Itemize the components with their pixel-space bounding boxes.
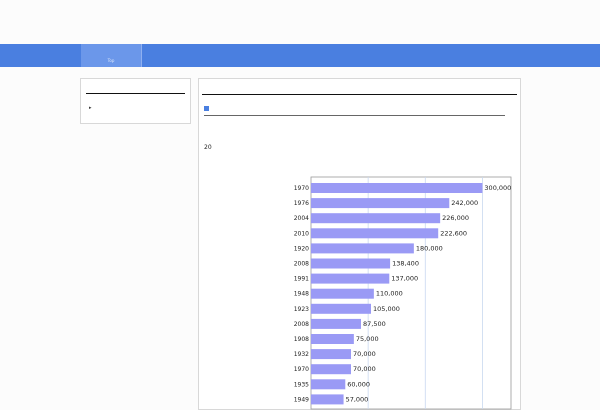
bar: [311, 228, 439, 239]
chevron-right-icon: ▸: [89, 105, 92, 111]
category-label: 2008: [294, 261, 309, 268]
nav-item-label: [81, 50, 141, 58]
bar-value-label: 242,000: [451, 199, 478, 207]
bar-value-label: 180,000: [416, 244, 443, 252]
sidebar-item[interactable]: ▸: [89, 104, 95, 111]
category-label: 1948: [294, 291, 309, 298]
bar: [311, 318, 361, 329]
bar: [311, 303, 371, 314]
category-label: 1970: [294, 366, 309, 373]
bar: [311, 379, 346, 390]
bar-value-label: 300,000: [484, 184, 511, 192]
bar: [311, 273, 390, 284]
bar-value-label: 57,000: [346, 395, 369, 403]
category-label: 2010: [294, 230, 309, 237]
bar: [311, 258, 391, 269]
category-label: 1991: [294, 276, 309, 283]
bar: [311, 349, 351, 360]
ranking-subheading: 20: [204, 144, 212, 151]
bar: [311, 334, 354, 344]
bar-value-label: 75,000: [356, 335, 379, 343]
bar-value-label: 226,000: [442, 214, 469, 222]
sidebar: ▸: [80, 78, 191, 124]
bar-value-label: 70,000: [353, 350, 376, 358]
category-label: 1976: [294, 200, 309, 207]
nav-item-top[interactable]: Top: [81, 44, 142, 67]
nav-item-sublabel: Top: [107, 58, 115, 63]
category-label: 1923: [294, 306, 309, 313]
bar: [311, 288, 374, 299]
bar-value-label: 105,000: [373, 305, 400, 313]
main-content: 20 300,000 1970 242,000 1976 226,000 2004 222,…: [198, 78, 521, 410]
category-label: 1920: [294, 245, 309, 252]
bar: [311, 243, 414, 254]
main-navbar: Top: [0, 44, 600, 67]
category-label: 1932: [294, 351, 309, 358]
bar-value-label: 222,600: [440, 229, 467, 237]
bar-value-label: 138,400: [392, 260, 419, 268]
bar: [311, 198, 450, 209]
bar-value-label: 110,000: [376, 290, 403, 298]
category-label: 1970: [294, 185, 309, 192]
category-label: 1935: [294, 381, 309, 388]
section-heading: [204, 106, 505, 116]
bar-value-label: 60,000: [347, 380, 370, 388]
bar-value-label: 87,500: [363, 320, 386, 328]
category-label: 2004: [294, 215, 309, 222]
bar-value-label: 70,000: [353, 365, 376, 373]
bar-value-label: 137,000: [391, 275, 418, 283]
category-label: 2008: [294, 321, 309, 328]
bar-chart: 300,000 1970 242,000 1976 226,000 2004 222,600…: [294, 176, 512, 410]
sidebar-title: [86, 83, 185, 94]
bar: [311, 183, 483, 193]
bar: [311, 213, 441, 224]
square-bullet-icon: [204, 106, 209, 111]
page-title: [202, 83, 517, 95]
bar: [311, 394, 344, 405]
bar: [311, 364, 351, 375]
category-label: 1908: [294, 336, 309, 343]
